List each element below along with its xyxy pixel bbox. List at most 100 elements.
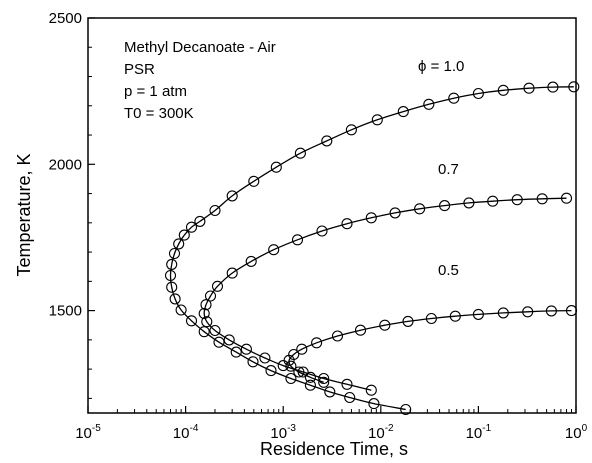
- data-point-marker: [389, 207, 401, 219]
- data-point-marker: [209, 324, 221, 337]
- annotation-mixture: Methyl Decanoate - Air: [124, 39, 276, 56]
- data-point-marker: [487, 195, 499, 207]
- x-tick-label: 10-3: [270, 423, 296, 442]
- annotation-reactor: PSR: [124, 61, 155, 78]
- x-tick-label: 10-2: [368, 423, 394, 442]
- data-point-marker: [164, 269, 177, 282]
- data-point-marker: [240, 343, 252, 355]
- x-tick-label: 10-1: [466, 423, 492, 442]
- data-point-marker: [169, 293, 181, 305]
- data-point-marker: [166, 258, 178, 270]
- data-point-marker: [324, 386, 336, 398]
- data-point-marker: [414, 203, 426, 215]
- data-point-marker: [365, 212, 377, 224]
- data-point-marker: [259, 352, 271, 364]
- data-point-marker: [248, 175, 260, 187]
- x-axis-title: Residence Time, s: [260, 439, 408, 459]
- data-point-marker: [497, 307, 509, 319]
- data-point-marker: [185, 221, 198, 233]
- data-point-marker: [226, 267, 238, 279]
- data-point-marker: [511, 194, 523, 206]
- data-point-marker: [448, 92, 460, 104]
- data-point-marker: [166, 281, 178, 293]
- data-point-marker: [545, 305, 557, 317]
- data-point-marker: [288, 348, 300, 361]
- data-point-marker: [200, 299, 212, 311]
- data-point-marker: [175, 304, 187, 316]
- annotation-pressure: p = 1 atm: [124, 83, 187, 100]
- annotation-inlet-temperature: T0 = 300K: [124, 105, 194, 122]
- data-point-marker: [211, 280, 224, 292]
- y-tick-label: 2500: [49, 10, 82, 27]
- data-point-marker: [318, 376, 330, 388]
- data-point-marker: [354, 324, 367, 336]
- data-point-marker: [463, 197, 475, 209]
- plot-area-frame: [87, 17, 577, 414]
- data-point-marker: [379, 319, 391, 331]
- data-point-marker: [400, 403, 412, 416]
- data-point-marker: [311, 337, 323, 349]
- data-point-marker: [297, 366, 309, 378]
- data-point-marker: [304, 379, 316, 391]
- data-point-marker: [247, 356, 259, 368]
- data-point-marker: [296, 343, 308, 355]
- data-point-marker: [223, 334, 235, 346]
- x-tick-label: 10-4: [173, 423, 199, 442]
- data-point-marker: [425, 312, 437, 325]
- data-point-marker: [371, 114, 383, 126]
- data-point-marker: [213, 336, 225, 348]
- data-point-marker: [209, 204, 221, 217]
- y-axis-title: Temperature, K: [14, 153, 34, 276]
- data-point-marker: [226, 190, 238, 202]
- data-markers: [164, 81, 580, 416]
- data-point-marker: [560, 192, 573, 204]
- x-axis-ticks: 10-5 10-4 10-3 10-2 10-1 100: [75, 406, 588, 442]
- data-point-marker: [316, 225, 328, 237]
- data-point-marker: [304, 371, 316, 383]
- conditions-annotation: Methyl Decanoate - Air PSR p = 1 atm T0 …: [124, 39, 276, 122]
- data-point-marker: [318, 372, 330, 385]
- data-point-marker: [291, 234, 304, 246]
- data-point-marker: [245, 255, 257, 267]
- data-point-marker: [397, 106, 409, 118]
- data-point-marker: [185, 315, 198, 327]
- data-point-marker: [198, 326, 210, 338]
- label-phi-1-0: ϕ = 1.0: [418, 58, 464, 75]
- data-point-marker: [285, 372, 297, 385]
- data-point-marker: [497, 84, 509, 96]
- y-axis-ticks: 1500 2000 2500: [49, 10, 95, 399]
- data-point-marker: [285, 360, 297, 372]
- data-point-marker: [402, 315, 414, 327]
- data-point-marker: [270, 161, 282, 173]
- label-phi-0-5: 0.5: [438, 262, 459, 279]
- data-point-marker: [368, 398, 380, 410]
- model-curve: [203, 197, 567, 391]
- data-point-marker: [331, 330, 344, 342]
- data-point-marker: [365, 384, 377, 396]
- data-point-marker: [168, 247, 181, 260]
- data-point-marker: [194, 215, 206, 227]
- data-point-marker: [439, 200, 451, 212]
- y-tick-label: 2000: [49, 156, 82, 173]
- y-tick-label: 1500: [49, 303, 82, 320]
- data-point-marker: [423, 98, 435, 110]
- data-point-marker: [472, 87, 484, 100]
- data-point-marker: [345, 124, 357, 136]
- data-point-marker: [321, 135, 333, 147]
- data-point-marker: [536, 193, 548, 205]
- model-curve: [169, 86, 574, 411]
- model-curves: [169, 86, 574, 411]
- data-point-marker: [341, 218, 353, 230]
- data-point-marker: [230, 346, 242, 358]
- data-point-marker: [565, 305, 578, 317]
- data-point-marker: [265, 365, 277, 377]
- data-point-marker: [341, 378, 353, 390]
- data-point-marker: [344, 391, 356, 404]
- data-point-marker: [178, 229, 190, 241]
- data-point-marker: [201, 316, 213, 328]
- data-point-marker: [268, 244, 280, 256]
- model-curve: [288, 309, 572, 383]
- x-tick-label: 100: [565, 423, 588, 442]
